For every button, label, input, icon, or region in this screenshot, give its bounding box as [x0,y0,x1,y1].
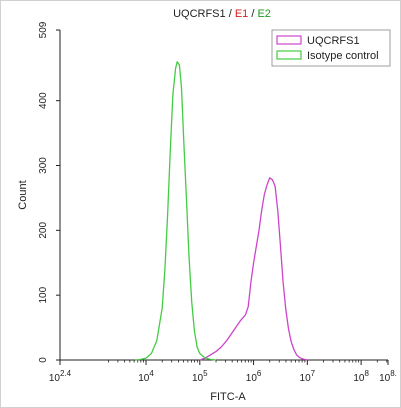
x-tick-base: 10 [246,373,258,384]
title-part: E2 [257,8,270,20]
x-tick-exponent: 8. [390,369,397,378]
y-tick-label: 300 [38,157,49,174]
x-tick-label: 102.4 [49,369,72,384]
x-tick-base: 10 [192,373,204,384]
x-tick-label: 108. [379,369,397,384]
series-line [199,177,308,361]
x-tick-label: 107 [300,369,316,384]
x-tick-exponent: 5 [203,369,208,378]
title-part: E1 [235,8,248,20]
y-ticks: 0 100 200 300 400 509 [38,21,60,363]
legend: UQCRFS1 Isotype control [271,29,391,67]
title-part: UQCRFS1 [173,8,226,20]
x-axis-label: FITC-A [210,391,246,403]
x-tick-label: 105 [192,369,208,384]
y-axis-label: Count [17,180,29,209]
x-tick-exponent: 8 [364,369,369,378]
x-ticks: 102.4 104 105 106 107 108 108. [49,360,397,384]
title-part: / [248,8,257,20]
series-line [135,61,216,361]
x-tick-base: 10 [353,373,365,384]
series-layer [135,61,308,361]
y-tick-label: 509 [38,21,49,38]
y-tick-label: 400 [38,92,49,109]
x-tick-label: 106 [246,369,262,384]
x-tick-base: 10 [138,373,150,384]
x-tick-exponent: 7 [311,369,316,378]
chart-title: UQCRFS1 / E1 / E2 [173,8,271,20]
legend-swatch [276,35,302,45]
x-tick-label: 108 [353,369,369,384]
x-tick-exponent: 6 [257,369,262,378]
x-tick-exponent: 2.4 [60,369,72,378]
legend-swatch [276,50,302,60]
x-tick-base: 10 [49,373,61,384]
title-part: / [226,8,235,20]
x-tick-label: 104 [138,369,154,384]
legend-label: Isotype control [307,50,379,62]
y-tick-label: 100 [38,286,49,303]
x-tick-exponent: 4 [149,369,154,378]
x-tick-base: 10 [300,373,312,384]
x-tick-base: 10 [379,373,391,384]
y-tick-label: 200 [38,222,49,239]
y-tick-label: 0 [38,357,49,363]
legend-label: UQCRFS1 [307,35,360,47]
